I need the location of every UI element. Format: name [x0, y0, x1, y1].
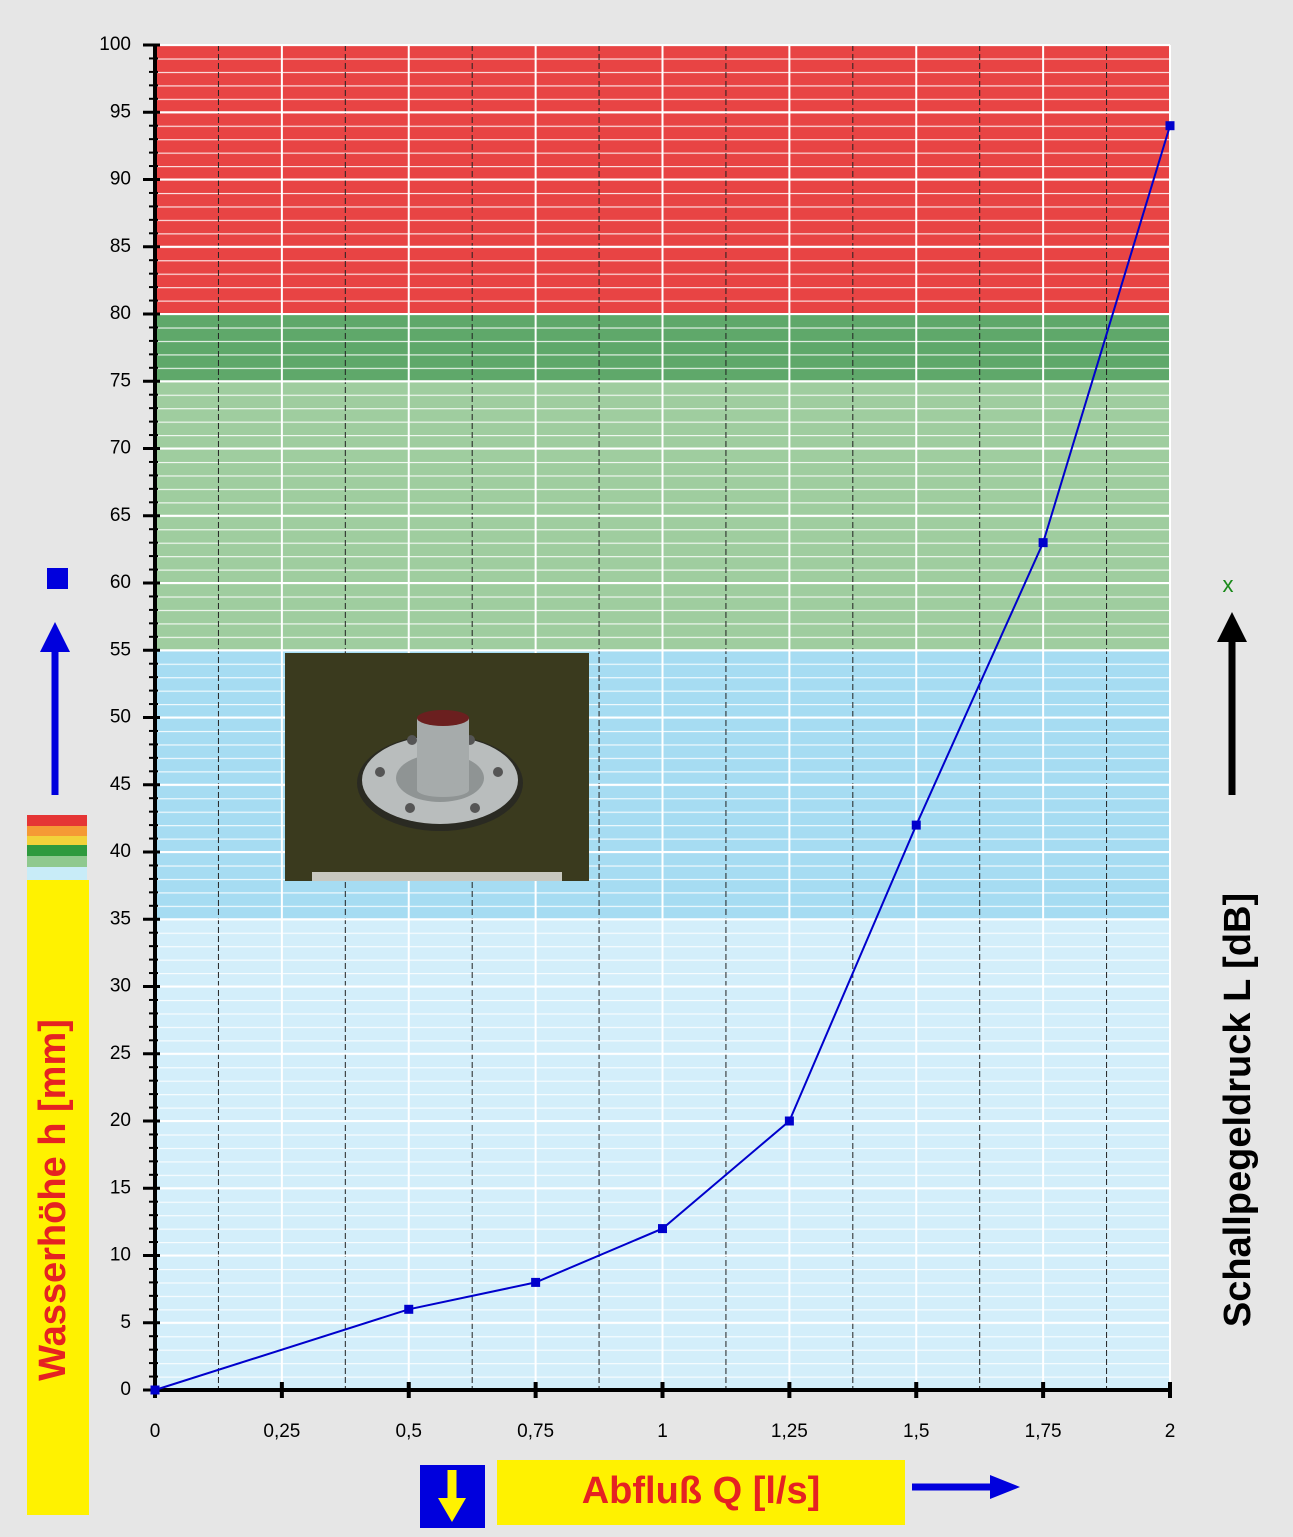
photo	[285, 653, 589, 881]
y-tick-label: 25	[110, 1043, 131, 1064]
y-tick-label: 15	[110, 1177, 131, 1198]
x-tick-label: 0,25	[263, 1421, 300, 1442]
x-axis-label: Abfluß Q [l/s]	[582, 1470, 821, 1512]
y-tick-label: 95	[110, 101, 131, 122]
y-tick-label: 5	[120, 1312, 131, 1333]
x-tick-label: 1,75	[1025, 1421, 1062, 1442]
x-tick-label: 2	[1165, 1421, 1176, 1442]
y-tick-label: 20	[110, 1110, 131, 1131]
y-tick-label: 65	[110, 505, 131, 526]
y-tick-label: 55	[110, 639, 131, 660]
x-tick-label: 1,5	[903, 1421, 929, 1442]
y-tick-label: 90	[110, 169, 131, 190]
y-tick-label: 0	[120, 1379, 131, 1400]
y-tick-label: 60	[110, 572, 131, 593]
point	[1039, 538, 1048, 547]
y-tick-label: 70	[110, 438, 131, 459]
x-tick-label: 1,25	[771, 1421, 808, 1442]
y-tick-label: 80	[110, 303, 131, 324]
y2-axis-label: Schallpegeldruck L [dB]	[1217, 893, 1259, 1327]
chart: Wasserhöhe h [mm] Abfluß Q [l/s] x Schal…	[0, 0, 1293, 1537]
y-tick-label: 35	[110, 908, 131, 929]
point	[531, 1278, 540, 1287]
point	[1166, 121, 1175, 130]
y-tick-label: 100	[99, 34, 131, 55]
point	[151, 1386, 160, 1395]
y-tick-label: 45	[110, 774, 131, 795]
y-tick-label: 50	[110, 707, 131, 728]
point	[785, 1117, 794, 1126]
x-tick-label: 0,75	[517, 1421, 554, 1442]
y-tick-label: 30	[110, 976, 131, 997]
y-tick-label: 40	[110, 841, 131, 862]
y-tick-label: 85	[110, 236, 131, 257]
point	[912, 821, 921, 830]
y-tick-label: 75	[110, 370, 131, 391]
x-tick-label: 0,5	[396, 1421, 422, 1442]
point	[658, 1224, 667, 1233]
x-tick-label: 0	[150, 1421, 161, 1442]
y-tick-label: 10	[110, 1245, 131, 1266]
x-tick-label: 1	[657, 1421, 668, 1442]
annotation: x	[1223, 572, 1234, 597]
y-axis-label: Wasserhöhe h [mm]	[32, 1019, 74, 1381]
point	[404, 1305, 413, 1314]
